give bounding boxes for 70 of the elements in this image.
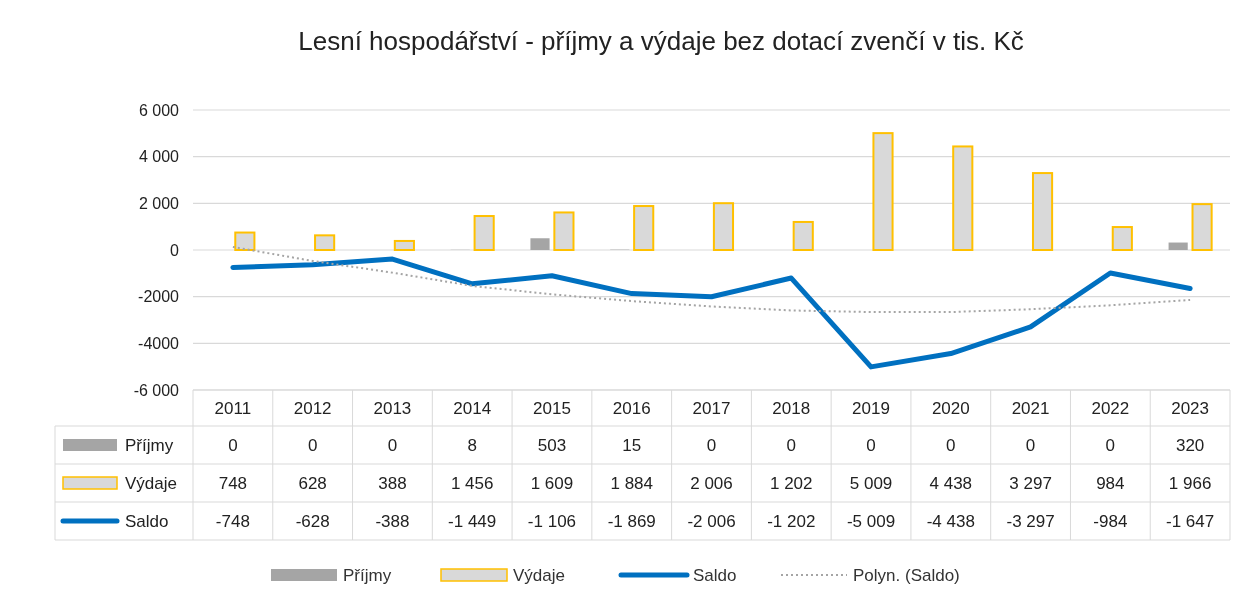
data-label: -628 bbox=[295, 511, 330, 531]
data-label: -984 bbox=[1093, 511, 1128, 531]
data-label: -3 297 bbox=[1006, 511, 1055, 531]
y-tick-label: 0 bbox=[170, 241, 180, 259]
data-label: 5 009 bbox=[849, 473, 893, 493]
data-label: 984 bbox=[1096, 473, 1125, 493]
data-label: -1 449 bbox=[448, 511, 497, 531]
data-label: -4 438 bbox=[926, 511, 975, 531]
legend-label: Příjmy bbox=[343, 565, 392, 585]
text: Saldo bbox=[693, 565, 737, 585]
y-tick-label: -6 000 bbox=[133, 381, 180, 399]
data-label: 1 456 bbox=[450, 473, 494, 493]
data-label: 1 202 bbox=[770, 473, 813, 493]
data-label: 0 bbox=[946, 435, 956, 455]
data-label: 3 297 bbox=[1009, 473, 1052, 493]
data-label: 2 006 bbox=[690, 473, 733, 493]
data-label: -1 106 bbox=[527, 511, 577, 531]
data-label: 0 bbox=[866, 435, 876, 455]
data-label: 15 bbox=[622, 435, 642, 455]
data-label: -1 869 bbox=[607, 511, 656, 531]
data-label: -5 009 bbox=[846, 511, 896, 531]
data-label: -388 bbox=[375, 511, 410, 531]
y-tick-label: 2 000 bbox=[138, 194, 180, 212]
x-tick-label: 2012 bbox=[293, 398, 332, 418]
legend-label: Saldo bbox=[125, 511, 169, 531]
data-label: 320 bbox=[1175, 435, 1205, 455]
data-label: 0 bbox=[387, 435, 398, 455]
data-label: 8 bbox=[467, 435, 477, 455]
x-tick-label: 2023 bbox=[1171, 398, 1210, 418]
data-label: 628 bbox=[298, 473, 327, 493]
x-tick-label: 2015 bbox=[533, 398, 571, 418]
data-label: 0 bbox=[706, 435, 717, 455]
y-tick-label: 4 000 bbox=[138, 148, 180, 166]
data-label: 0 bbox=[786, 435, 796, 455]
line-series bbox=[231, 245, 1192, 314]
text: Výdaje bbox=[513, 565, 565, 585]
data-label: -1 202 bbox=[767, 511, 816, 531]
chart-title: Lesní hospodářství - příjmy a výdaje bez dotací zvenčí v tis. Kč bbox=[298, 26, 1024, 56]
data-label: 1 609 bbox=[530, 473, 574, 493]
data-label: 748 bbox=[218, 473, 248, 493]
data-label: 388 bbox=[378, 473, 407, 493]
data-label: 4 438 bbox=[929, 473, 973, 493]
x-tick-label: 2022 bbox=[1091, 398, 1130, 418]
y-tick-label: -4000 bbox=[138, 334, 180, 352]
data-label: 0 bbox=[307, 435, 318, 455]
data-label: -1 647 bbox=[1166, 511, 1215, 531]
y-tick-label: 6 000 bbox=[138, 101, 180, 119]
bar bbox=[530, 238, 550, 250]
x-tick-label: 2014 bbox=[453, 398, 492, 418]
data-label: 0 bbox=[1105, 435, 1116, 455]
legend-label: Polyn. (Saldo) bbox=[853, 565, 960, 585]
data-label: 1 884 bbox=[610, 473, 653, 493]
y-tick-label: -2000 bbox=[138, 288, 180, 306]
data-label: -2 006 bbox=[687, 511, 736, 531]
x-tick-label: 2019 bbox=[852, 398, 890, 418]
data-label: 503 bbox=[537, 435, 567, 455]
bar bbox=[1168, 242, 1188, 250]
x-tick-label: 2018 bbox=[772, 398, 811, 418]
legend-label: Výdaje bbox=[125, 473, 177, 493]
x-tick-label: 2020 bbox=[931, 398, 970, 418]
data-label: 0 bbox=[1025, 435, 1036, 455]
x-tick-label: 2017 bbox=[692, 398, 731, 418]
x-tick-label: 2011 bbox=[214, 398, 252, 418]
x-tick-label: 2021 bbox=[1011, 398, 1050, 418]
data-label: 0 bbox=[228, 435, 238, 455]
x-tick-label: 2013 bbox=[373, 398, 412, 418]
data-label: -748 bbox=[215, 511, 250, 531]
text: Příjmy bbox=[125, 435, 174, 455]
x-tick-label: 2016 bbox=[612, 398, 651, 418]
data-label: 1 966 bbox=[1168, 473, 1212, 493]
